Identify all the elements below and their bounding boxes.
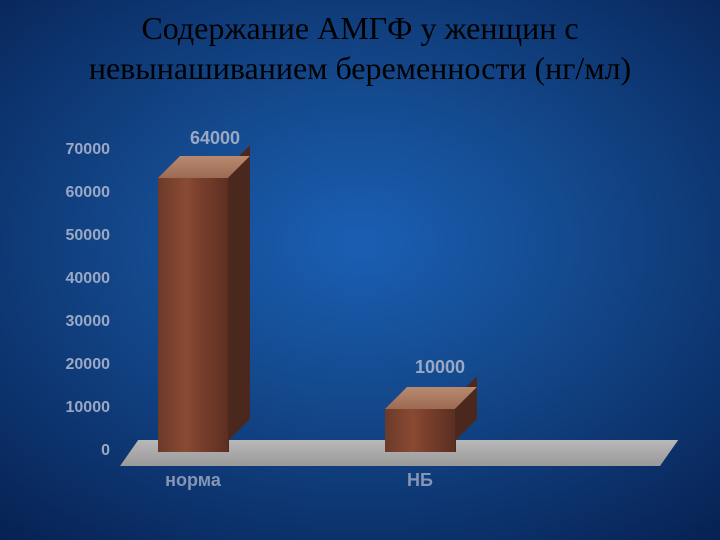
bar-norma-front — [158, 178, 229, 452]
y-tick-20000: 20000 — [40, 356, 110, 374]
y-tick-60000: 60000 — [40, 184, 110, 202]
slide-title: Содержание АМГФ у женщин с невынашивание… — [0, 8, 720, 88]
value-label-nb: 10000 — [415, 357, 465, 378]
y-tick-30000: 30000 — [40, 313, 110, 331]
y-tick-0: 0 — [40, 442, 110, 460]
y-tick-40000: 40000 — [40, 270, 110, 288]
bar-norma-side — [228, 145, 250, 441]
bar-nb-side — [455, 376, 477, 441]
y-tick-10000: 10000 — [40, 399, 110, 417]
category-label-norma: норма — [165, 470, 221, 491]
slide: Содержание АМГФ у женщин с невынашивание… — [0, 0, 720, 540]
title-line-2: невынашиванием беременности (нг/мл) — [0, 48, 720, 88]
bar-chart: 70000 60000 50000 40000 30000 20000 1000… — [40, 120, 680, 500]
y-tick-50000: 50000 — [40, 227, 110, 245]
bar-nb-front — [385, 409, 456, 452]
title-line-1: Содержание АМГФ у женщин с — [0, 8, 720, 48]
category-label-nb: НБ — [407, 470, 433, 491]
y-tick-70000: 70000 — [40, 141, 110, 159]
value-label-norma: 64000 — [190, 128, 240, 149]
